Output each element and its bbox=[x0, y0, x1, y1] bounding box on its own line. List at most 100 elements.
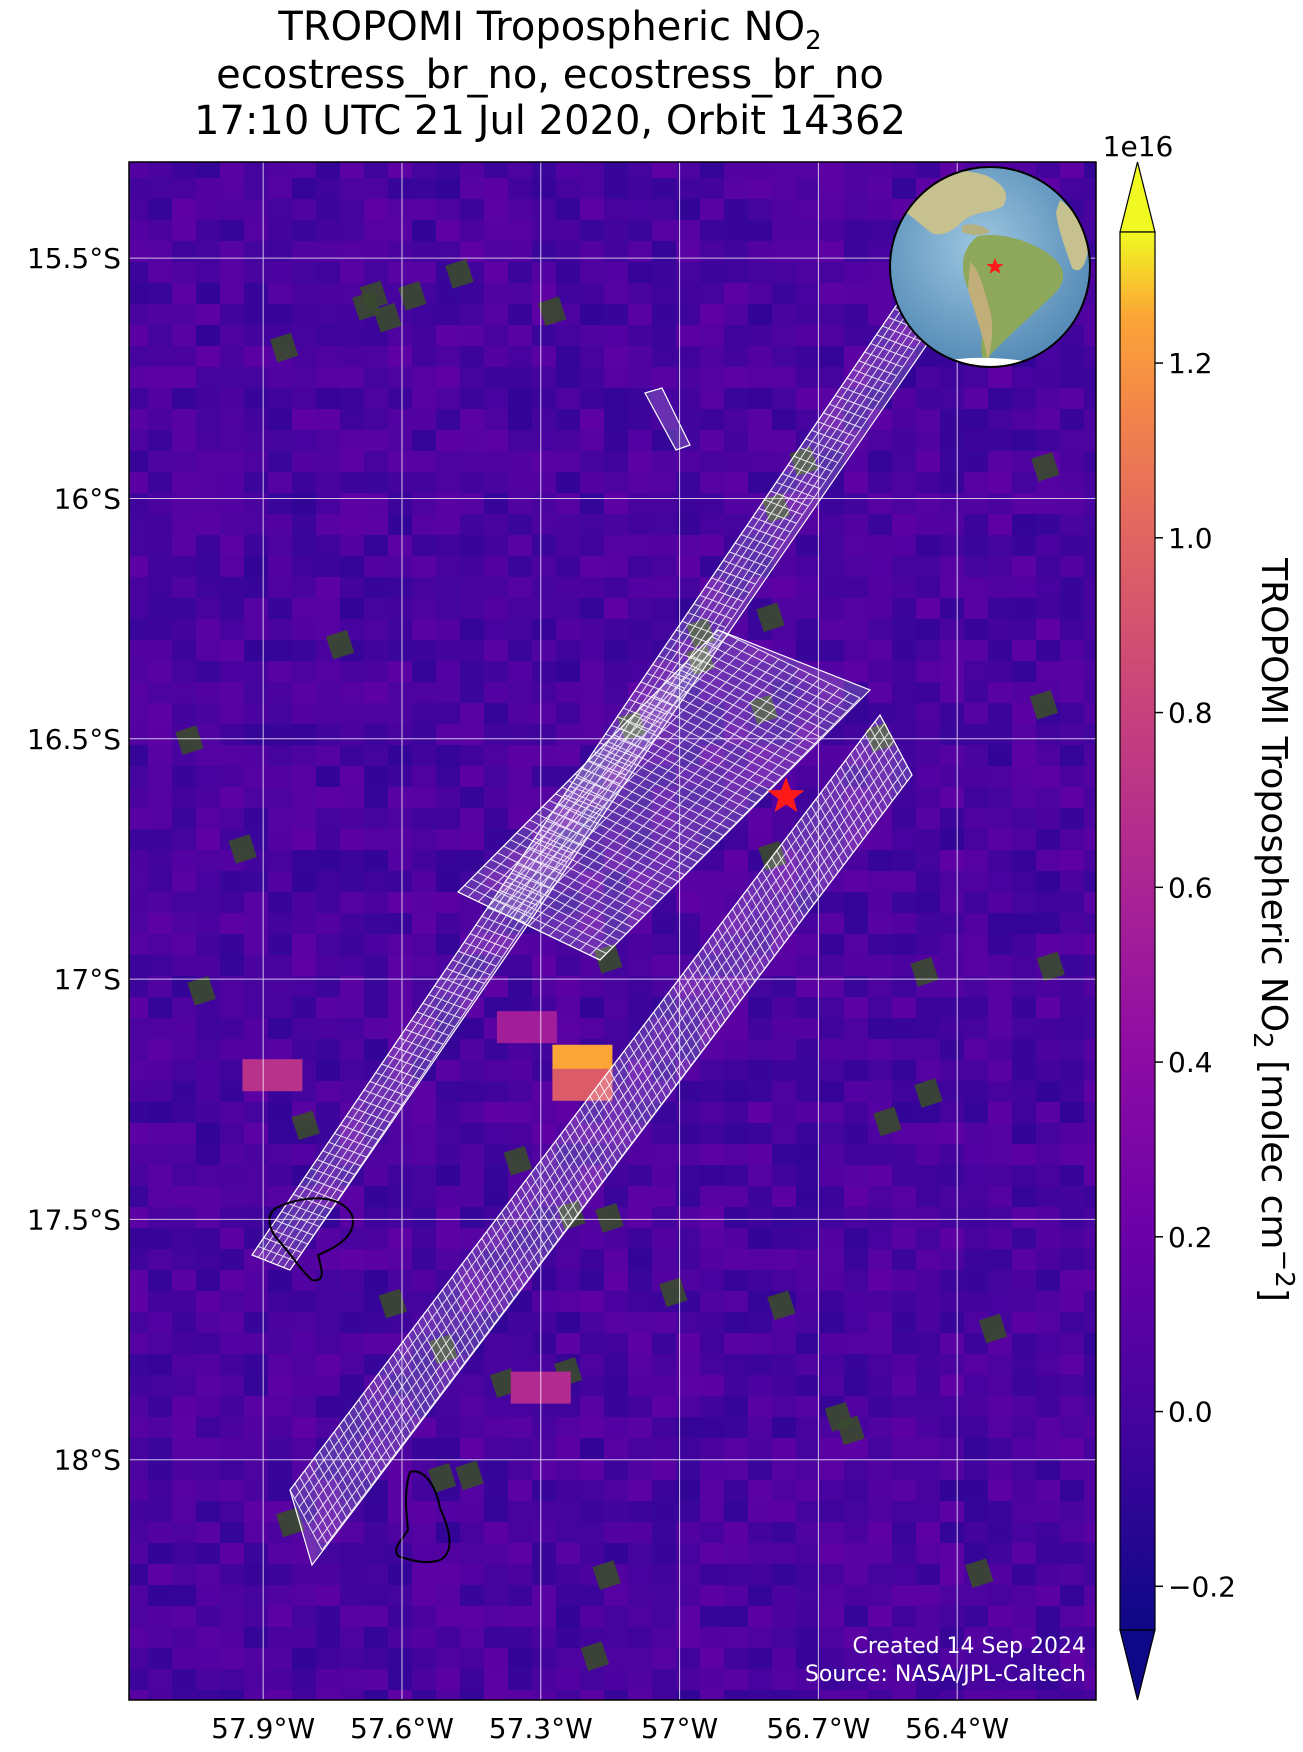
no2-pixel bbox=[220, 1039, 245, 1061]
no2-pixel bbox=[1012, 934, 1037, 956]
no2-pixel bbox=[196, 787, 221, 809]
no2-pixel bbox=[436, 661, 461, 683]
no2-pixel bbox=[676, 1228, 701, 1250]
no2-pixel bbox=[148, 955, 173, 977]
no2-pixel bbox=[820, 1270, 845, 1292]
no2-pixel bbox=[436, 1690, 461, 1700]
no2-pixel bbox=[916, 388, 941, 410]
no2-pixel bbox=[364, 1606, 389, 1628]
no2-pixel bbox=[580, 1249, 605, 1271]
no2-pixel bbox=[724, 892, 749, 914]
no2-pixel bbox=[868, 1417, 893, 1439]
swath-line bbox=[717, 927, 751, 989]
no2-pixel bbox=[604, 535, 629, 557]
no2-pixel bbox=[796, 1249, 821, 1271]
no2-pixel bbox=[148, 1648, 173, 1670]
no2-pixel bbox=[580, 283, 605, 305]
no2-pixel bbox=[220, 598, 245, 620]
no2-pixel bbox=[868, 1144, 893, 1166]
no2-pixel bbox=[220, 1690, 245, 1700]
swath-line bbox=[457, 629, 719, 893]
no2-pixel bbox=[268, 178, 293, 200]
no2-pixel bbox=[964, 1522, 989, 1544]
no2-pixel bbox=[412, 598, 437, 620]
no2-pixel bbox=[676, 1438, 701, 1460]
no2-pixel bbox=[436, 1585, 461, 1607]
latitude-tick-label: 15.5°S bbox=[27, 242, 121, 275]
no2-pixel bbox=[652, 304, 677, 326]
no2-pixel bbox=[724, 1018, 749, 1040]
no2-pixel bbox=[844, 1102, 869, 1124]
no2-pixel bbox=[244, 1039, 269, 1061]
no2-pixel bbox=[364, 1102, 389, 1124]
no2-pixel bbox=[268, 220, 293, 242]
no2-pixel bbox=[676, 220, 701, 242]
no2-pixel bbox=[220, 283, 245, 305]
no2-pixel bbox=[844, 1123, 869, 1145]
no2-pixel bbox=[604, 682, 629, 704]
no2-pixel bbox=[988, 1270, 1013, 1292]
no2-pixel bbox=[964, 1501, 989, 1523]
no2-pixel bbox=[988, 682, 1013, 704]
no2-pixel bbox=[700, 1249, 725, 1271]
no2-pixel bbox=[172, 556, 197, 578]
no2-pixel bbox=[604, 556, 629, 578]
no2-pixel bbox=[580, 451, 605, 473]
no2-pixel bbox=[388, 1228, 413, 1250]
no2-pixel bbox=[1036, 1480, 1061, 1502]
no2-pixel bbox=[364, 162, 389, 179]
no2-pixel bbox=[772, 1039, 797, 1061]
swath-line bbox=[559, 1134, 593, 1196]
no2-pixel bbox=[964, 1102, 989, 1124]
swath-line bbox=[643, 1024, 677, 1086]
no2-pixel bbox=[532, 1144, 557, 1166]
no2-pixel bbox=[460, 409, 485, 431]
no2-pixel bbox=[148, 1144, 173, 1166]
no2-pixel bbox=[172, 682, 197, 704]
no2-pixel bbox=[1060, 976, 1085, 998]
swath-line bbox=[618, 1057, 652, 1118]
no2-pixel bbox=[628, 1438, 653, 1460]
no2-pixel bbox=[172, 577, 197, 599]
no2-pixel bbox=[220, 1459, 245, 1481]
no2-pixel bbox=[988, 409, 1013, 431]
no2-pixel bbox=[1084, 745, 1096, 767]
no2-pixel bbox=[268, 766, 293, 788]
no2-pixel bbox=[268, 1123, 293, 1145]
no2-pixel bbox=[484, 493, 509, 515]
no2-pixel bbox=[129, 1291, 149, 1313]
no2-pixel bbox=[556, 220, 581, 242]
no2-pixel bbox=[988, 556, 1013, 578]
no2-pixel bbox=[844, 997, 869, 1019]
no2-pixel bbox=[532, 1522, 557, 1544]
no2-pixel bbox=[628, 1564, 653, 1586]
no2-pixel bbox=[820, 1606, 845, 1628]
swath-line bbox=[756, 876, 790, 937]
no2-pixel bbox=[1084, 1438, 1096, 1460]
no2-pixel bbox=[628, 1648, 653, 1670]
scene-patch bbox=[269, 332, 299, 363]
no2-pixel bbox=[700, 346, 725, 368]
no2-pixel bbox=[172, 1438, 197, 1460]
no2-pixel bbox=[988, 1459, 1013, 1481]
swath-line bbox=[378, 1373, 411, 1434]
no2-pixel bbox=[1036, 1585, 1061, 1607]
no2-pixel bbox=[940, 367, 965, 389]
no2-pixel bbox=[268, 1606, 293, 1628]
colorbar-label: TROPOMI Tropospheric NO2 [molec cm−2] bbox=[1247, 557, 1299, 1302]
no2-pixel bbox=[820, 162, 845, 179]
no2-pixel bbox=[484, 1480, 509, 1502]
no2-pixel bbox=[988, 598, 1013, 620]
no2-pixel bbox=[196, 619, 221, 641]
no2-pixel bbox=[700, 451, 725, 473]
no2-pixel bbox=[148, 430, 173, 452]
no2-pixel bbox=[820, 934, 845, 956]
no2-pixel bbox=[129, 1186, 149, 1208]
no2-pixel bbox=[436, 1606, 461, 1628]
no2-pixel bbox=[148, 162, 173, 179]
no2-pixel bbox=[460, 1354, 485, 1376]
no2-pixel bbox=[628, 1501, 653, 1523]
no2-pixel bbox=[580, 514, 605, 536]
no2-pixel bbox=[820, 913, 845, 935]
no2-pixel bbox=[580, 1606, 605, 1628]
